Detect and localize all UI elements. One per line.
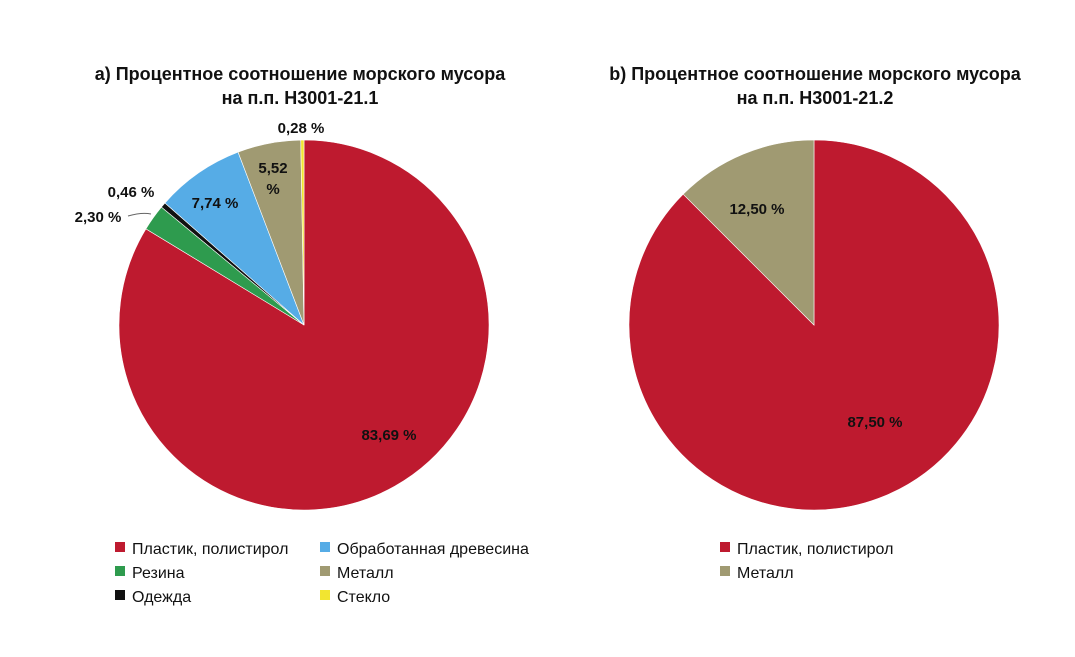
- chart-b-legend-metal: Металл: [737, 565, 794, 582]
- chart-a-legend-swatch-wood: [320, 542, 330, 552]
- chart-a-legend-swatch-metal: [320, 566, 330, 576]
- chart-a-legend-wood: Обработанная древесина: [337, 541, 529, 558]
- pie-chart-a: a) Процентное соотношение морского мусор…: [75, 64, 529, 606]
- chart-a-legend-metal: Металл: [337, 565, 394, 582]
- chart-a-label-rubber: 2,30 %: [75, 209, 122, 226]
- chart-a-legend-swatch-rubber: [115, 566, 125, 576]
- chart-a-legend-clothing: Одежда: [132, 589, 191, 606]
- chart-a-leader-rubber: [127, 212, 152, 217]
- chart-a-legend-swatch-clothing: [115, 590, 125, 600]
- chart-a-label-metal-unit: %: [266, 181, 279, 198]
- chart-a-legend-rubber: Резина: [132, 565, 185, 582]
- chart-a-legend: Пластик, полистирол Обработанная древеси…: [115, 541, 529, 606]
- chart-b-label-plastic: 87,50 %: [847, 414, 902, 431]
- chart-a-slice-plastic: [118, 139, 490, 511]
- chart-a-label-wood: 7,74 %: [192, 195, 239, 212]
- chart-a-label-plastic: 83,69 %: [361, 427, 416, 444]
- chart-b-legend: Пластик, полистирол Металл: [720, 541, 893, 582]
- chart-b-slice-plastic: [628, 139, 1000, 511]
- chart-b-legend-swatch-plastic: [720, 542, 730, 552]
- chart-b-slice-metal: [682, 139, 815, 326]
- pie-chart-b: b) Процентное соотношение морского мусор…: [609, 64, 1022, 582]
- chart-a-label-clothing: 0,46 %: [108, 184, 155, 201]
- chart-a-legend-swatch-plastic: [115, 542, 125, 552]
- chart-b-slice-labels: 87,50 % 12,50 %: [729, 201, 902, 431]
- chart-a-slice-glass: [300, 139, 305, 326]
- chart-a-legend-plastic: Пластик, полистирол: [132, 541, 288, 558]
- chart-a-legend-glass: Стекло: [337, 589, 390, 606]
- chart-a-label-metal-value: 5,52: [258, 160, 287, 177]
- chart-b-slices: [628, 139, 1000, 511]
- chart-b-legend-plastic: Пластик, полистирол: [737, 541, 893, 558]
- chart-b-title-line2: на п.п. Н3001-21.2: [737, 88, 894, 108]
- chart-a-label-glass: 0,28 %: [278, 120, 325, 137]
- chart-a-title-line1: a) Процентное соотношение морского мусор…: [95, 64, 507, 84]
- chart-b-label-metal: 12,50 %: [729, 201, 784, 218]
- chart-a-slice-labels: 83,69 % 2,30 % 0,46 % 7,74 % 5,52 % 0,28…: [75, 120, 417, 444]
- chart-a-slices: [118, 139, 490, 511]
- chart-a-legend-swatch-glass: [320, 590, 330, 600]
- chart-b-title-line1: b) Процентное соотношение морского мусор…: [609, 64, 1022, 84]
- chart-b-legend-swatch-metal: [720, 566, 730, 576]
- chart-a-title-line2: на п.п. Н3001-21.1: [222, 88, 379, 108]
